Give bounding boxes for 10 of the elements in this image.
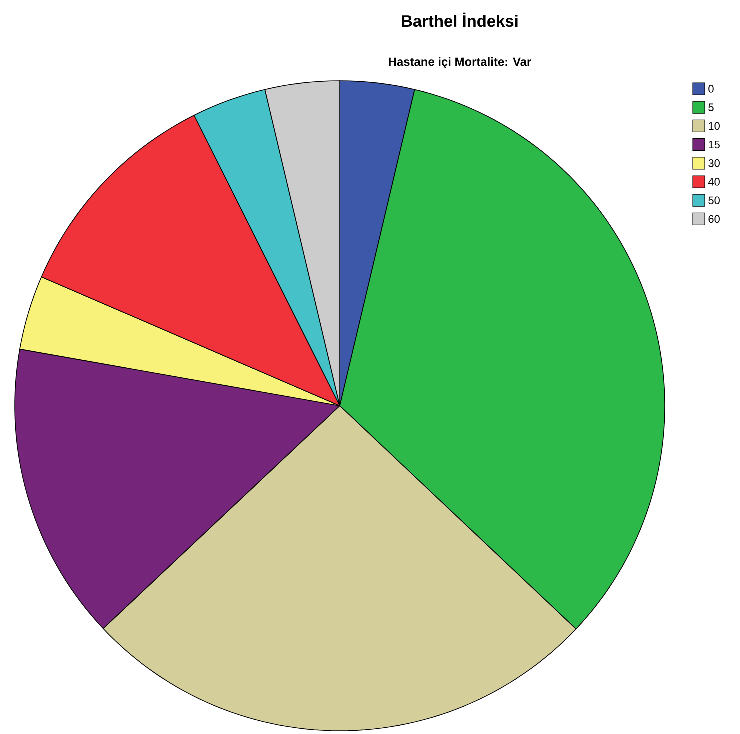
legend-label: 50 <box>708 196 720 204</box>
legend-label: 60 <box>708 215 720 224</box>
chart-subtitle: Hastane içi Mortalite: Var <box>389 57 532 69</box>
legend-label: 15 <box>709 140 720 149</box>
legend-label: 5 <box>708 104 714 112</box>
legend-label: 30 <box>708 160 720 168</box>
legend-label: 0 <box>708 85 714 93</box>
legend-label: 10 <box>709 122 720 130</box>
legend-label: 40 <box>708 178 720 186</box>
chart-title: Barthel İndeksi <box>402 12 518 28</box>
